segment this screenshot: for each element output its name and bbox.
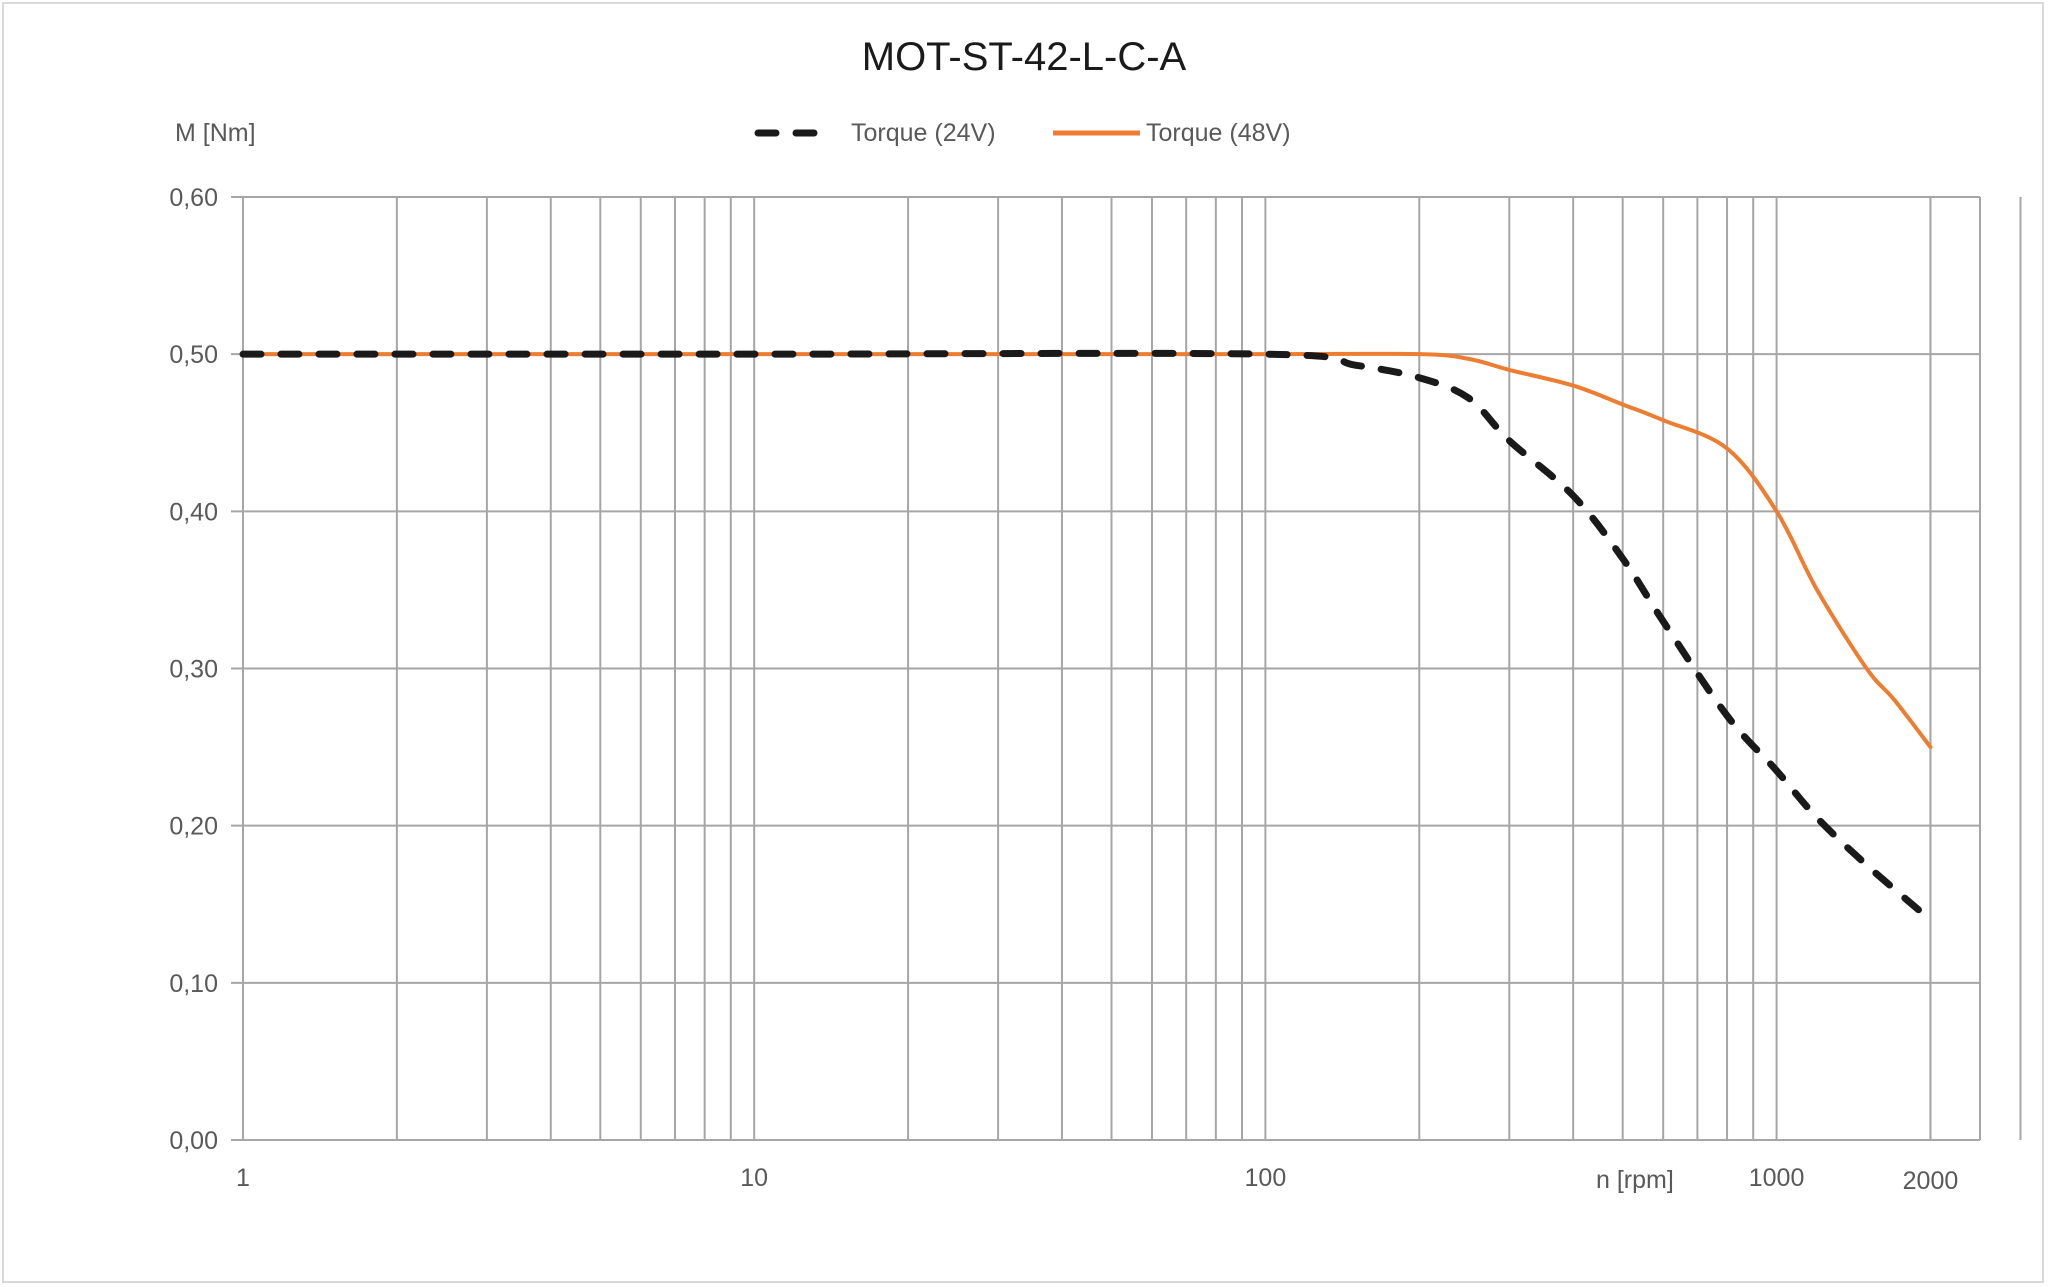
y-tick-label: 0,10	[169, 970, 218, 998]
series-lines	[239, 349, 1934, 924]
tick-labels: 0,00 0,10 0,20 0,30 0,40 0,50 0,60 1 10 100 1000 20…	[169, 184, 1958, 1195]
y-axis-label: M [Nm]	[175, 119, 256, 147]
x-tick-label: 1	[236, 1164, 250, 1192]
x-tick-label: 100	[1245, 1164, 1287, 1192]
y-tick-label: 0,20	[169, 813, 218, 841]
series-line-48v	[241, 351, 1933, 750]
grid	[231, 196, 2022, 1141]
x-axis-label: n [rpm]	[1596, 1166, 1674, 1194]
y-tick-label: 0,60	[169, 184, 218, 212]
y-tick-label: 0,40	[169, 498, 218, 526]
x-tick-label: 2000	[1903, 1167, 1959, 1195]
series-line-24v	[239, 349, 1934, 924]
legend: Torque (24V) Torque (48V)	[754, 119, 1291, 147]
chart-title: MOT-ST-42-L-C-A	[862, 35, 1187, 79]
y-tick-label: 0,50	[169, 341, 218, 369]
x-tick-label: 10	[740, 1164, 768, 1192]
y-tick-label: 0,30	[169, 656, 218, 684]
legend-label-24v: Torque (24V)	[851, 119, 996, 147]
x-tick-label: 1000	[1749, 1164, 1805, 1192]
y-tick-label: 0,00	[169, 1127, 218, 1155]
legend-label-48v: Torque (48V)	[1146, 119, 1291, 147]
